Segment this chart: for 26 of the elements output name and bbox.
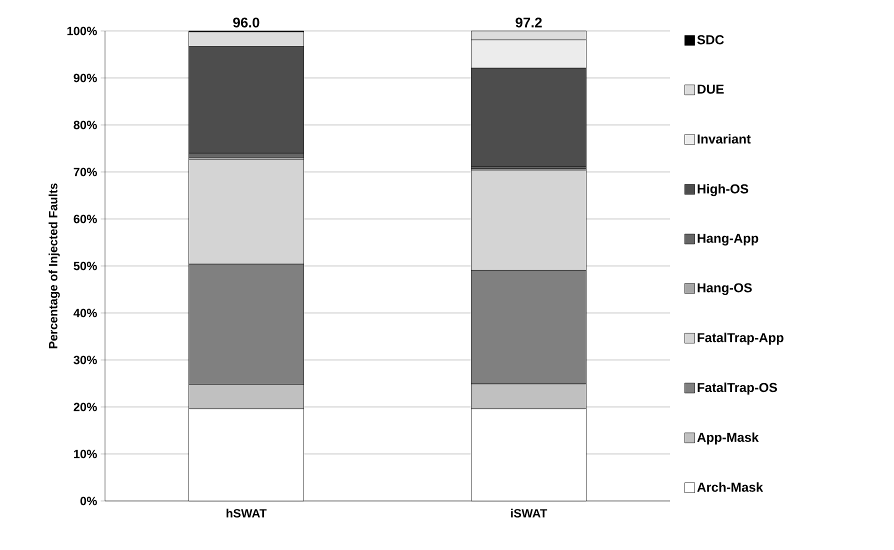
y-tick-label: 0%	[80, 496, 97, 506]
x-tick-label: hSWAT	[226, 508, 267, 518]
y-tick-label: 70%	[74, 168, 97, 176]
legend-label: Arch-Mask	[697, 482, 764, 492]
legend-label: DUE	[698, 84, 724, 94]
legend-label: App-Mask	[697, 432, 759, 445]
text: 97.2	[516, 18, 542, 28]
legend-label: Hang-App	[698, 234, 758, 246]
y-tick-label: 30%	[74, 356, 97, 364]
legend-label: SDC	[697, 35, 724, 44]
text: 96.0	[233, 18, 260, 28]
y-axis-title: Percentage of Injected Faults	[48, 183, 60, 348]
y-tick-label: 60%	[74, 214, 97, 224]
y-tick-label: 90%	[74, 74, 97, 82]
legend-label: FatalTrap-OS	[698, 382, 777, 395]
legend-label: High-OS	[698, 184, 748, 196]
x-tick-label: iSWAT	[511, 508, 548, 518]
y-tick-label: 20%	[74, 402, 97, 412]
legend-label: Invariant	[698, 134, 751, 144]
y-tick-label: 100%	[67, 26, 97, 36]
y-tick-label: 10%	[74, 450, 97, 458]
y-tick-label: 40%	[73, 308, 97, 318]
legend-label: Hang-OS	[698, 283, 752, 295]
y-tick-label: 50%	[74, 262, 97, 270]
legend-label: FatalTrap-App	[698, 332, 784, 345]
y-tick-label: 80%	[74, 120, 97, 130]
